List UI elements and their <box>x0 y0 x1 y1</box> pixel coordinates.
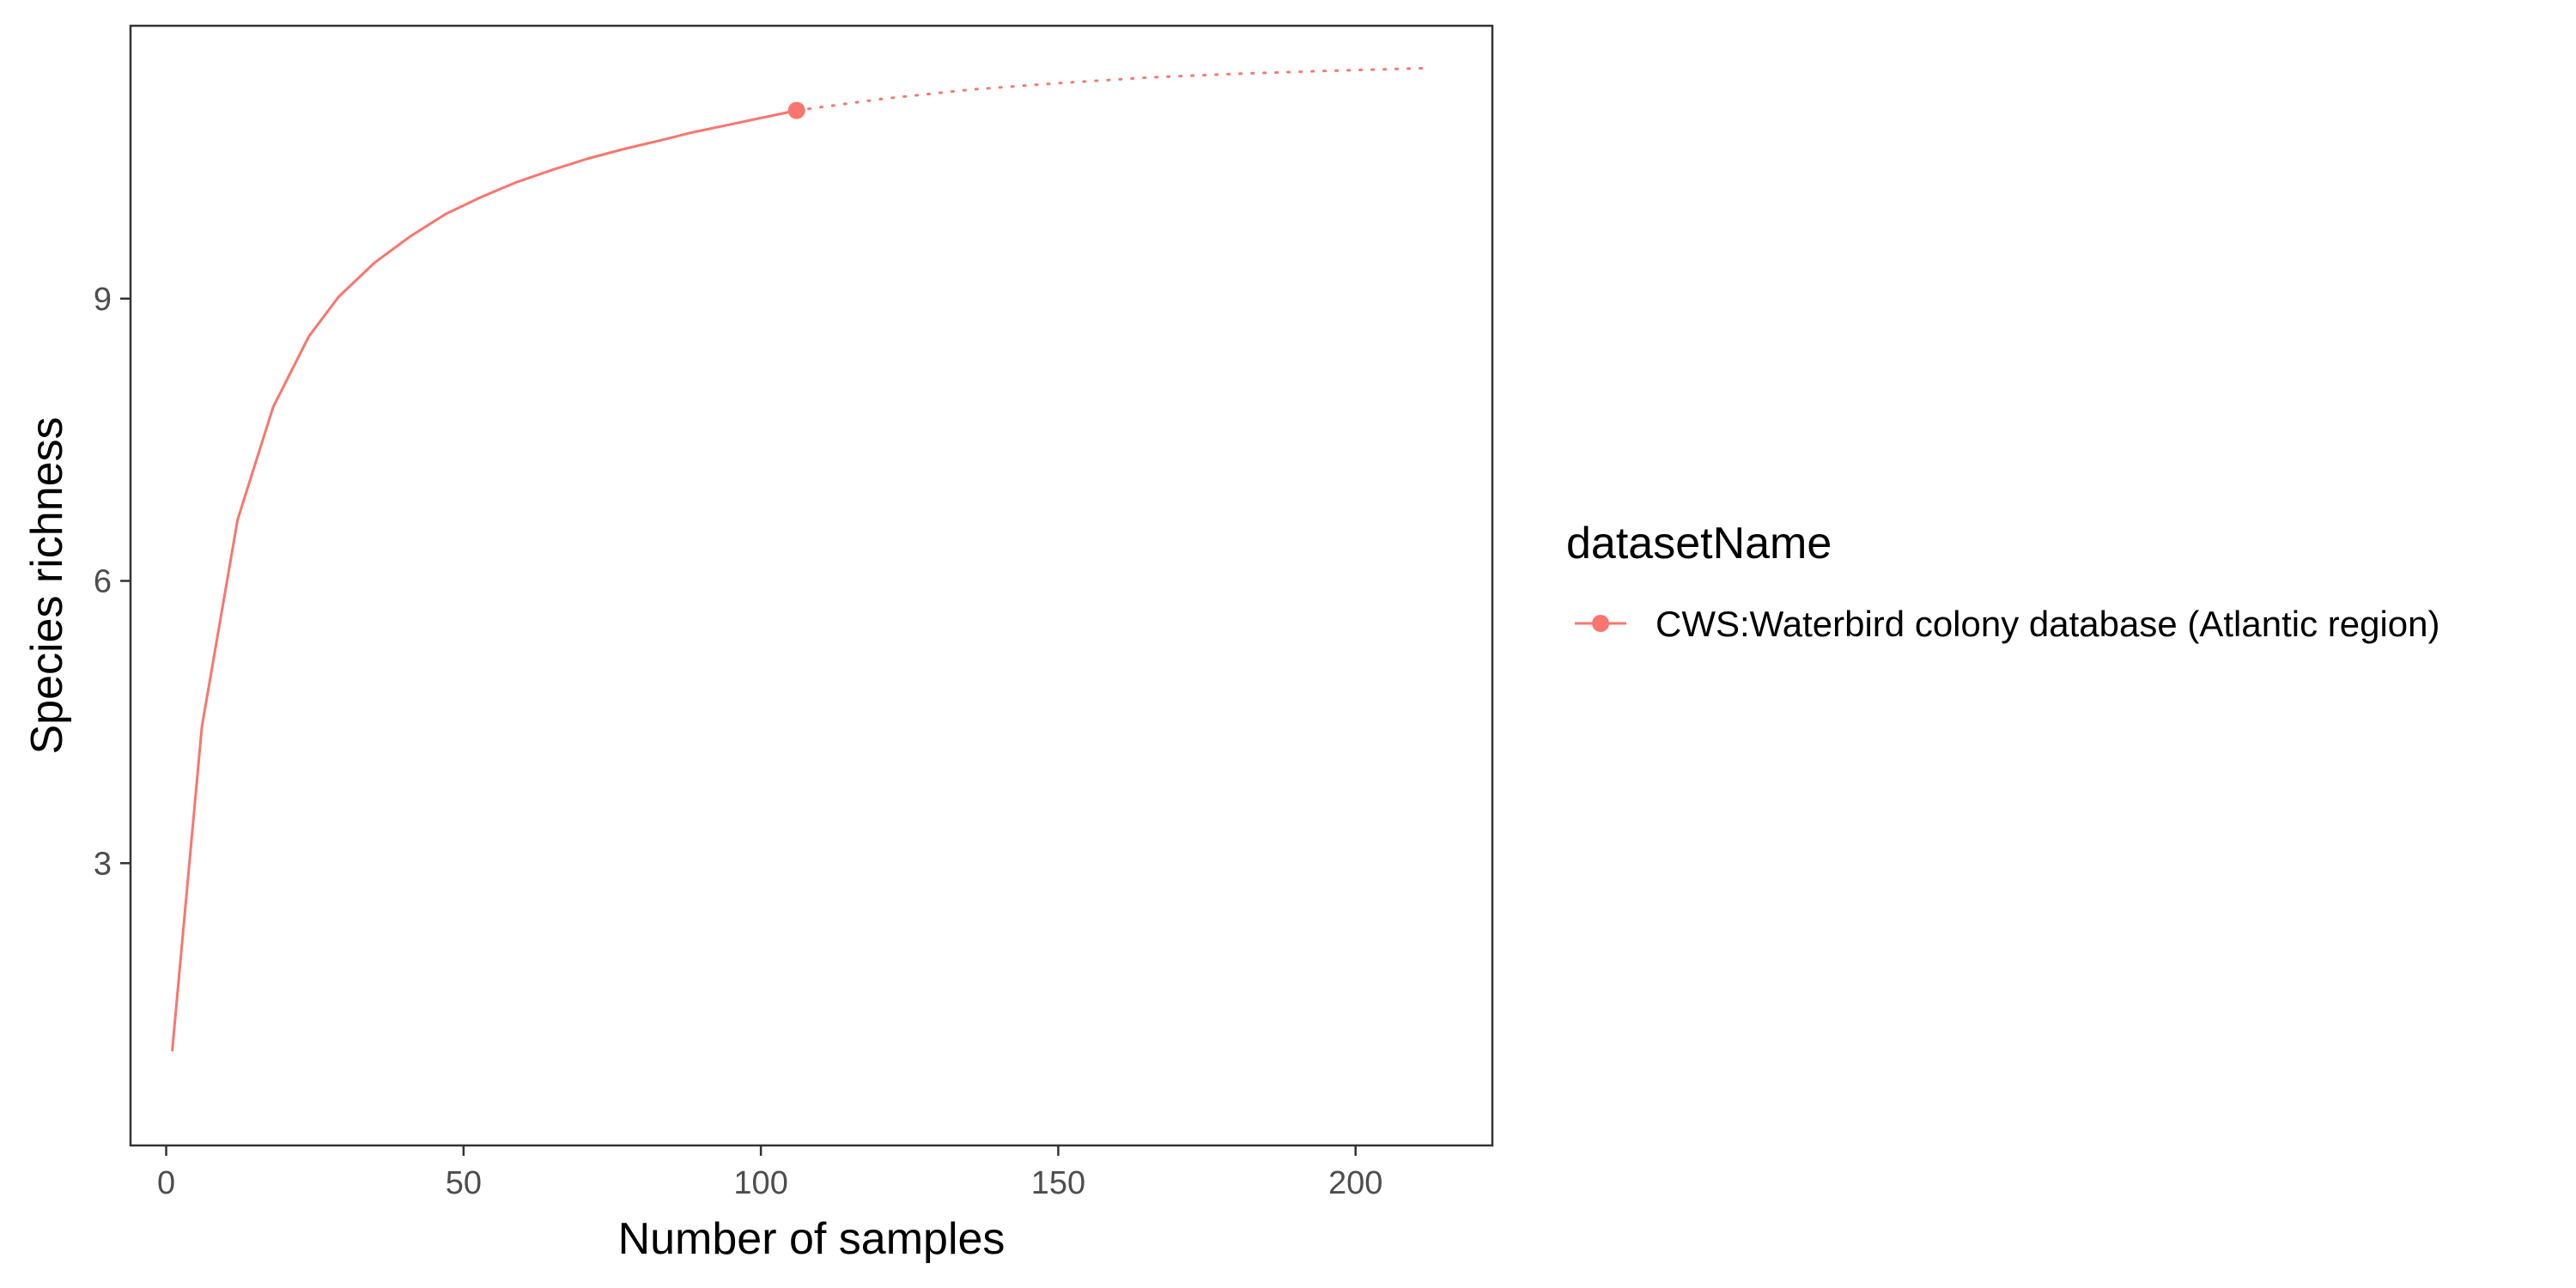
x-tick-label: 50 <box>446 1165 482 1201</box>
x-tick-label: 200 <box>1328 1165 1382 1201</box>
x-tick-label: 100 <box>733 1165 787 1201</box>
series-layer <box>171 66 1429 1052</box>
observed-point <box>787 101 805 119</box>
legend-title: datasetName <box>1566 519 1832 568</box>
y-tick-label: 9 <box>94 282 112 318</box>
x-tick-label: 150 <box>1031 1165 1085 1201</box>
y-tick-label: 3 <box>94 846 112 882</box>
x-tick-label: 0 <box>157 1165 175 1201</box>
x-axis-title: Number of samples <box>618 1214 1005 1264</box>
legend: datasetName CWS:Waterbird colony databas… <box>1566 519 2440 644</box>
legend-entry-label: CWS:Waterbird colony database (Atlantic … <box>1656 604 2440 644</box>
x-axis: 0 50 100 150 200 <box>157 1145 1382 1201</box>
y-tick-label: 6 <box>94 564 112 600</box>
plot-panel <box>129 24 1494 1147</box>
extrapolated-line <box>795 66 1429 112</box>
legend-key-point <box>1592 615 1609 632</box>
y-axis: 3 6 9 <box>94 282 131 882</box>
interpolated-line <box>171 109 798 1052</box>
y-axis-title: Species richness <box>22 416 72 754</box>
